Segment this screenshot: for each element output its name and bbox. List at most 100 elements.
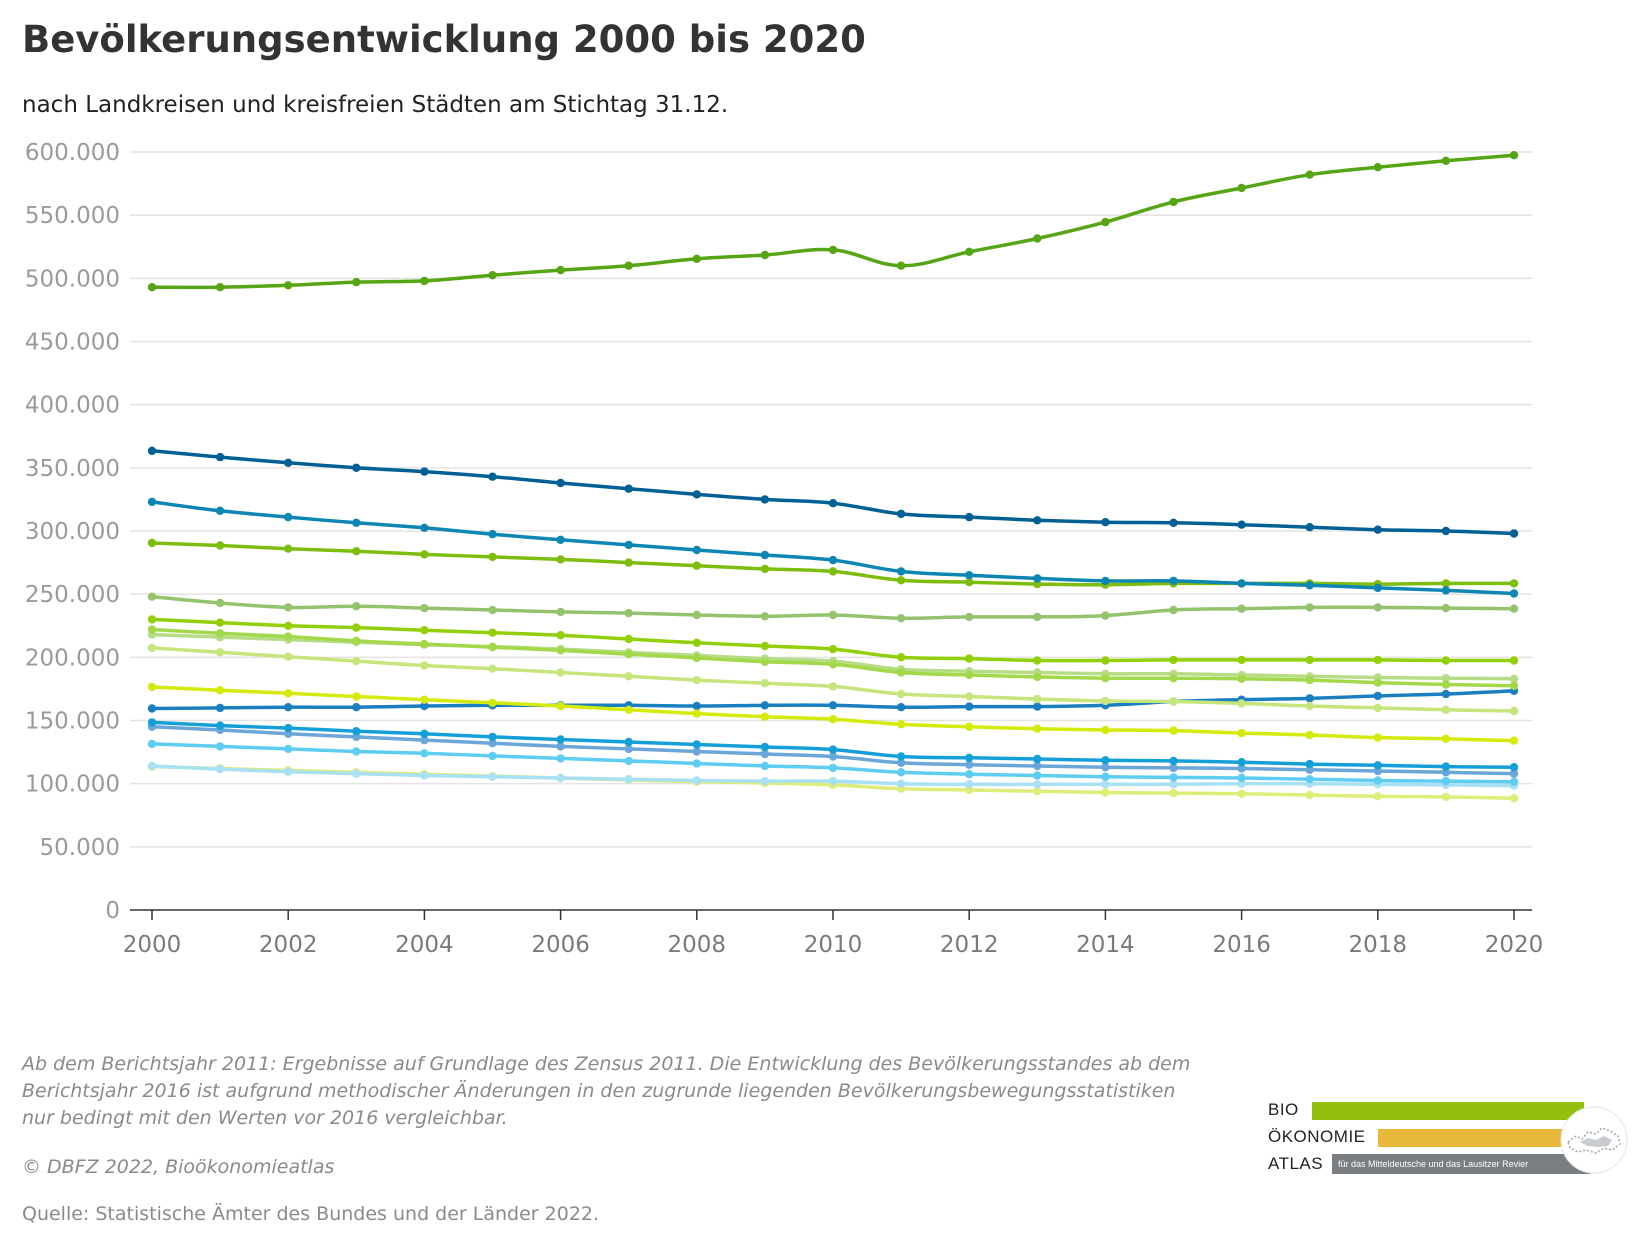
data-point <box>420 550 429 559</box>
data-point <box>1305 170 1314 179</box>
series-line-10 <box>147 682 1519 745</box>
y-tick-label: 600.000 <box>25 140 120 166</box>
x-axis: 2000 2002 2004 2006 2008 2010 2012 2014 2016 2018… <box>123 909 1543 958</box>
data-point <box>1373 703 1383 713</box>
data-point <box>556 773 565 783</box>
data-point <box>1441 680 1451 689</box>
data-point <box>1101 217 1110 227</box>
data-point <box>556 668 565 677</box>
y-tick-label: 450.000 <box>25 330 120 356</box>
data-point <box>1169 518 1178 527</box>
y-tick-label: 500.000 <box>25 266 120 292</box>
data-point <box>1441 156 1451 165</box>
data-point <box>1033 234 1042 243</box>
data-point <box>556 607 565 617</box>
y-tick-label: 400.000 <box>25 393 120 419</box>
chart-subtitle: nach Landkreisen und kreisfreien Städten… <box>22 92 729 118</box>
data-point <box>1373 733 1383 742</box>
data-point <box>1509 794 1519 803</box>
data-point <box>1373 655 1383 665</box>
series-line-12 <box>147 718 1519 772</box>
data-point <box>284 458 293 467</box>
data-point <box>896 720 906 729</box>
data-point <box>420 276 429 286</box>
logo-bar-green <box>1312 1102 1584 1120</box>
data-point <box>624 650 633 659</box>
data-point <box>692 545 701 555</box>
data-point <box>420 729 429 738</box>
data-point <box>420 626 429 635</box>
series-group <box>147 151 1519 803</box>
data-point <box>692 610 701 620</box>
data-point <box>488 472 497 481</box>
data-point <box>284 621 293 630</box>
data-point <box>692 254 701 263</box>
data-point <box>624 705 633 714</box>
data-point <box>284 703 293 712</box>
data-point <box>828 763 838 773</box>
data-point <box>352 277 361 287</box>
data-point <box>147 615 157 624</box>
data-point <box>420 523 429 532</box>
data-point <box>624 744 633 754</box>
data-point <box>1373 776 1383 785</box>
data-point <box>1305 759 1314 769</box>
data-point <box>760 712 770 721</box>
data-point <box>624 608 633 618</box>
data-point <box>1305 694 1314 703</box>
data-point <box>1373 603 1383 612</box>
x-tick-label: 2012 <box>940 932 999 958</box>
data-point <box>1169 773 1178 782</box>
data-point <box>1509 769 1519 778</box>
data-point <box>624 756 633 766</box>
data-point <box>488 732 497 742</box>
data-point <box>147 682 157 692</box>
data-point <box>1169 605 1178 615</box>
logo-bar-yellow <box>1378 1129 1578 1147</box>
data-point <box>1237 699 1246 708</box>
data-point <box>1033 516 1042 525</box>
data-point <box>556 742 565 751</box>
data-point <box>965 670 974 680</box>
data-point <box>1441 656 1451 665</box>
data-point <box>215 742 225 751</box>
copyright-text: © DBFZ 2022, Bioökonomieatlas <box>22 1156 335 1178</box>
data-point <box>1101 576 1110 586</box>
data-point <box>420 771 429 780</box>
series-line-3 <box>147 497 1519 598</box>
data-point <box>1509 579 1519 588</box>
data-point <box>828 644 838 654</box>
data-point <box>488 751 497 761</box>
gridlines <box>130 151 1532 848</box>
data-point <box>1305 730 1314 740</box>
data-point <box>215 618 225 627</box>
data-point <box>624 558 633 567</box>
data-point <box>896 261 906 270</box>
data-point <box>828 610 838 620</box>
x-tick-label: 2010 <box>804 932 863 958</box>
data-point <box>352 656 361 666</box>
series-line-9 <box>147 643 1519 716</box>
data-point <box>215 764 225 774</box>
data-point <box>556 535 565 544</box>
y-tick-label: 200.000 <box>25 645 120 671</box>
data-point <box>420 701 429 711</box>
data-point <box>1101 756 1110 765</box>
data-point <box>692 740 701 749</box>
data-point <box>1237 764 1246 773</box>
logo-word-oekonomie: ÖKONOMIE <box>1268 1127 1366 1146</box>
x-tick-label: 2006 <box>531 932 590 958</box>
data-point <box>556 631 565 640</box>
y-tick-label: 550.000 <box>25 203 120 229</box>
data-point <box>1509 674 1519 683</box>
data-point <box>965 512 974 522</box>
data-point <box>488 739 497 748</box>
data-point <box>624 484 633 493</box>
data-point <box>1373 792 1383 801</box>
data-point <box>420 661 429 670</box>
data-point <box>147 446 157 455</box>
data-point <box>1101 611 1110 620</box>
data-point <box>1509 589 1519 598</box>
data-point <box>760 749 770 759</box>
data-point <box>896 689 906 699</box>
